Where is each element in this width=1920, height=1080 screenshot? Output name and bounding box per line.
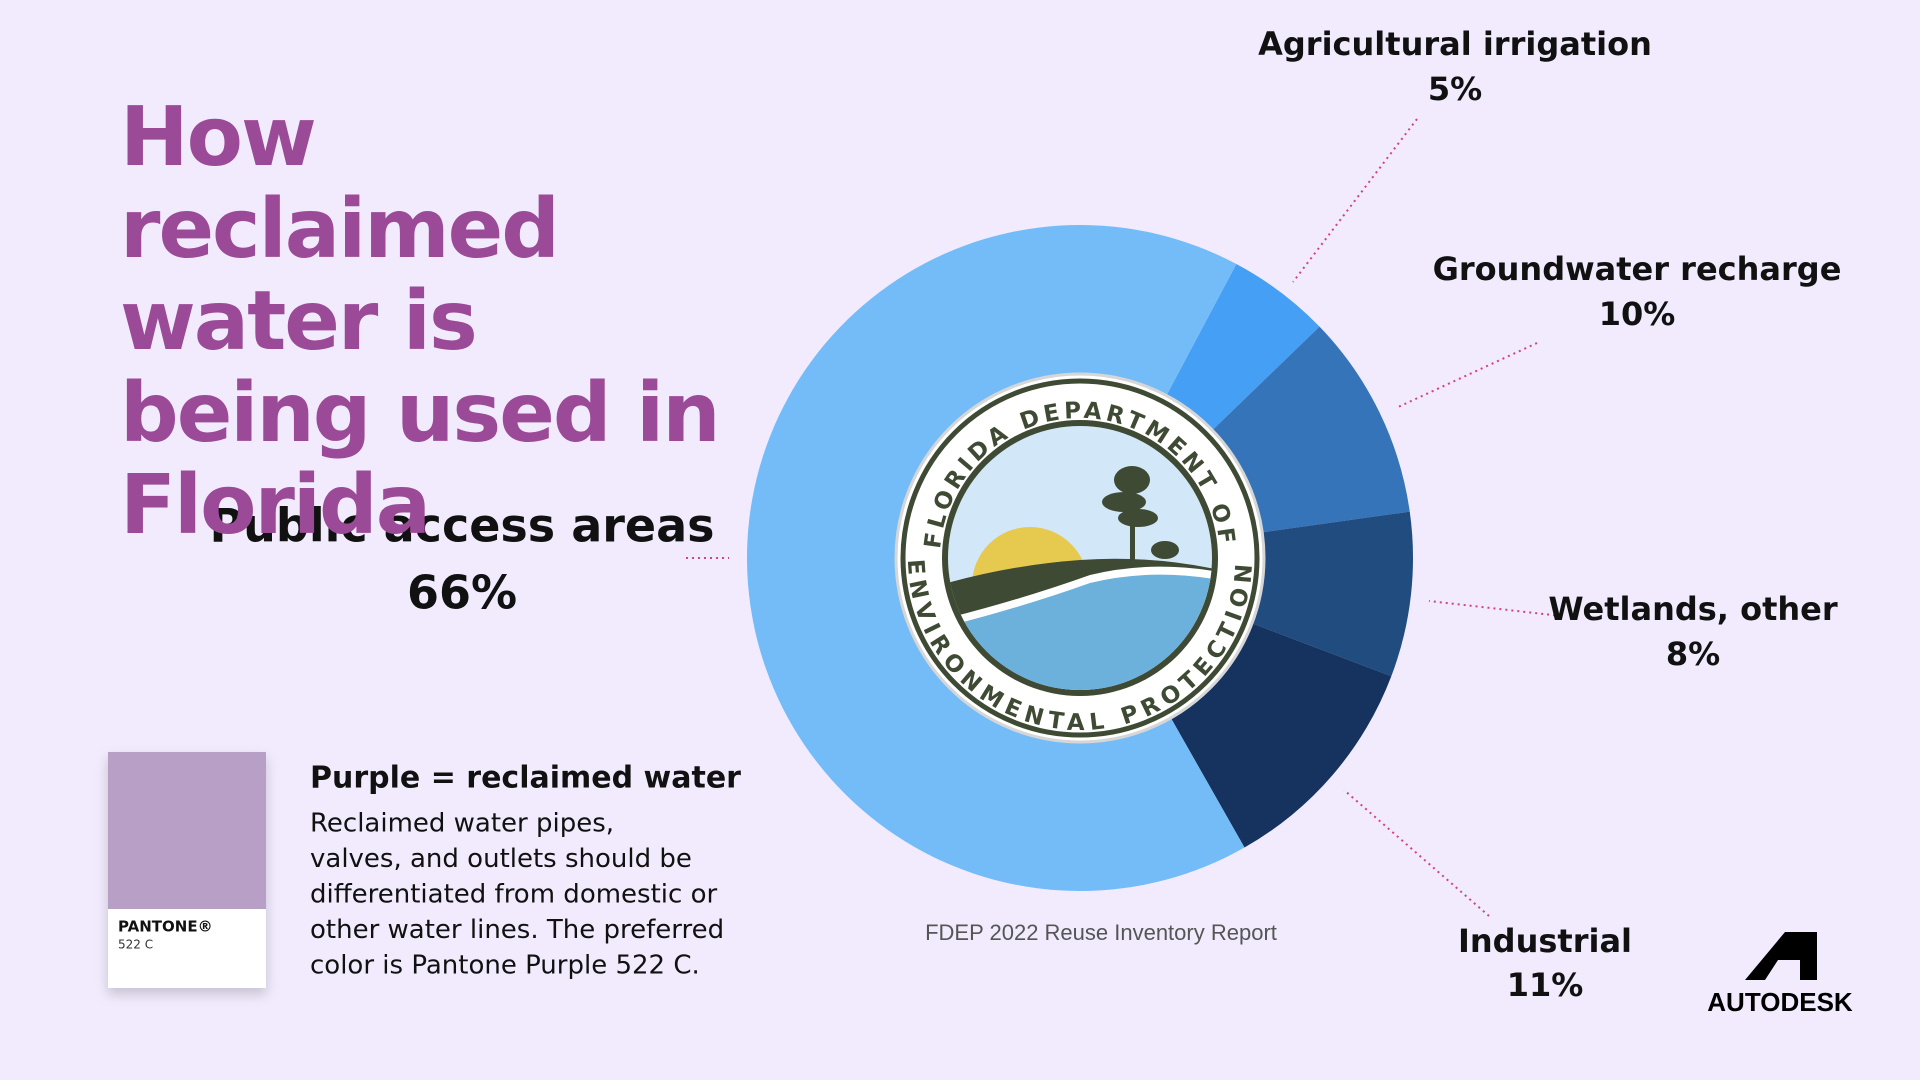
note-body: Reclaimed water pipes, valves, and outlet… (310, 809, 724, 981)
wedge (1209, 326, 1410, 533)
category-label: Public access areas (209, 499, 714, 553)
note-heading: Purple = reclaimed water (310, 761, 741, 796)
note-line: differentiated from domestic or (310, 880, 717, 910)
swatch-code: 522 C (118, 938, 153, 952)
value-label: 66% (407, 566, 517, 620)
wedge (747, 224, 1245, 892)
category-label: Wetlands, other (1548, 590, 1838, 628)
category-label: Groundwater recharge (1433, 250, 1842, 288)
leader-line (1292, 118, 1418, 283)
category-label: Industrial (1458, 922, 1632, 960)
seal: FLORIDA DEPARTMENT OF ENVIRONMENTAL PROT… (894, 372, 1266, 744)
value-label: 10% (1599, 295, 1676, 333)
leader-line (1343, 789, 1490, 917)
autodesk-logo: AUTODESK (1707, 932, 1853, 1017)
value-label: 5% (1428, 70, 1482, 108)
wedge (1164, 263, 1320, 433)
value-label: 8% (1666, 635, 1720, 673)
swatch: PANTONE® 522 C (108, 752, 266, 988)
note-line: Reclaimed water pipes, (310, 809, 614, 839)
wedge (1168, 621, 1392, 848)
note-line: color is Pantone Purple 522 C. (310, 951, 700, 981)
logo-text: AUTODESK (1707, 987, 1853, 1017)
category-label: Agricultural irrigation (1258, 25, 1652, 63)
note-line: other water lines. The preferred (310, 915, 724, 945)
value-label: 11% (1507, 966, 1584, 1004)
swatch-brand: PANTONE® (118, 918, 213, 936)
wedge (1248, 511, 1414, 677)
leader-line (1428, 600, 1562, 617)
source: FDEP 2022 Reuse Inventory Report (925, 920, 1277, 945)
note-line: valves, and outlets should be (310, 844, 692, 874)
donut (747, 224, 1414, 892)
leader-line (1395, 342, 1538, 409)
title: How reclaimed water is being used in Flo… (120, 90, 721, 553)
